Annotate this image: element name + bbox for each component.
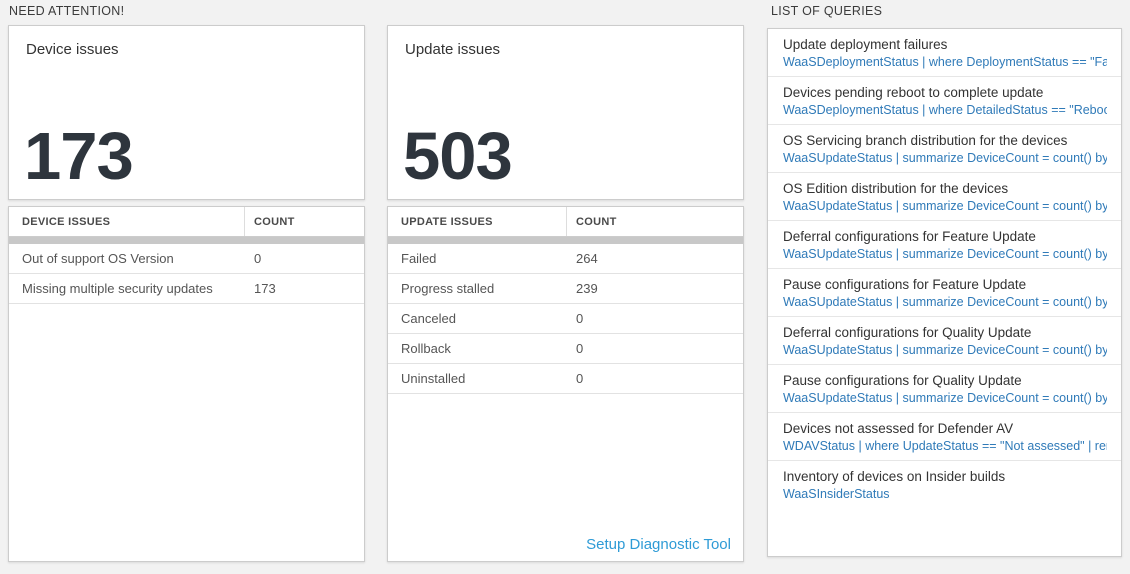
query-title: Deferral configurations for Feature Upda…: [783, 229, 1036, 244]
table-row[interactable]: Rollback 0: [388, 334, 743, 364]
list-of-queries-header: LIST OF QUERIES: [771, 4, 883, 18]
query-title: OS Edition distribution for the devices: [783, 181, 1009, 196]
query-title: Devices pending reboot to complete updat…: [783, 85, 1044, 100]
device-issues-column: Device issues 173 DEVICE ISSUES COUNT Ou…: [8, 25, 365, 562]
table-row[interactable]: Canceled 0: [388, 304, 743, 334]
query-code-link[interactable]: WaaSUpdateStatus | summarize DeviceCount…: [783, 391, 1107, 405]
device-issues-table-header: DEVICE ISSUES COUNT: [9, 207, 364, 237]
query-list-item[interactable]: Update deployment failures WaaSDeployment…: [768, 29, 1121, 77]
issue-label: Missing multiple security updates: [22, 281, 213, 296]
table-row[interactable]: Out of support OS Version 0: [9, 244, 364, 274]
query-list-item[interactable]: Devices not assessed for Defender AV WDAV…: [768, 413, 1121, 461]
query-list-item[interactable]: OS Edition distribution for the devices W…: [768, 173, 1121, 221]
query-code-link[interactable]: WaaSDeploymentStatus | where DeploymentS…: [783, 55, 1107, 69]
issue-label: Rollback: [401, 341, 451, 356]
table-row[interactable]: Missing multiple security updates 173: [9, 274, 364, 304]
issue-count: 0: [576, 341, 584, 356]
update-issues-count: 503: [403, 119, 513, 194]
issue-label: Canceled: [401, 311, 456, 326]
table-empty-space: [9, 304, 364, 561]
count-col-header[interactable]: COUNT: [244, 207, 364, 236]
issue-label: Out of support OS Version: [22, 251, 174, 266]
issue-label: Failed: [401, 251, 437, 266]
issue-label: Uninstalled: [401, 371, 466, 386]
table-row[interactable]: Failed 264: [388, 244, 743, 274]
update-issues-column: Update issues 503 UPDATE ISSUES COUNT Fa…: [387, 25, 744, 562]
issue-label: Progress stalled: [401, 281, 495, 296]
issue-count: 0: [576, 371, 584, 386]
update-issues-table-header: UPDATE ISSUES COUNT: [388, 207, 743, 237]
query-code-link[interactable]: WaaSUpdateStatus | summarize DeviceCount…: [783, 151, 1107, 165]
query-title: Deferral configurations for Quality Upda…: [783, 325, 1032, 340]
queries-column: Update deployment failures WaaSDeployment…: [767, 28, 1122, 557]
horizontal-scrollbar-track[interactable]: [9, 237, 364, 244]
device-issues-title: Device issues: [26, 41, 119, 58]
update-issues-col-header[interactable]: UPDATE ISSUES: [401, 215, 493, 228]
device-issues-table: DEVICE ISSUES COUNT Out of support OS Ve…: [8, 206, 365, 562]
query-title: Inventory of devices on Insider builds: [783, 469, 1006, 484]
device-issues-count: 173: [24, 119, 134, 194]
issue-count: 239: [576, 281, 598, 296]
issue-count: 264: [576, 251, 598, 266]
update-issues-tile[interactable]: Update issues 503: [387, 25, 744, 200]
query-code-link[interactable]: WaaSUpdateStatus | summarize DeviceCount…: [783, 247, 1107, 261]
device-issues-table-body: Out of support OS Version 0 Missing multip…: [9, 244, 364, 304]
query-list-item[interactable]: Deferral configurations for Feature Upda…: [768, 221, 1121, 269]
device-issues-col-header[interactable]: DEVICE ISSUES: [22, 215, 111, 228]
query-title: Pause configurations for Quality Update: [783, 373, 1022, 388]
table-row[interactable]: Progress stalled 239: [388, 274, 743, 304]
query-list-item[interactable]: Pause configurations for Quality Update W…: [768, 365, 1121, 413]
query-list-item[interactable]: OS Servicing branch distribution for the…: [768, 125, 1121, 173]
query-list-item[interactable]: Inventory of devices on Insider builds Wa…: [768, 461, 1121, 508]
horizontal-scrollbar-track[interactable]: [388, 237, 743, 244]
issue-count: 0: [254, 251, 262, 266]
query-code-link[interactable]: WaaSInsiderStatus: [783, 487, 890, 501]
query-code-link[interactable]: WaaSUpdateStatus | summarize DeviceCount…: [783, 343, 1107, 357]
issue-count: 173: [254, 281, 276, 296]
query-code-link[interactable]: WDAVStatus | where UpdateStatus == "Not …: [783, 439, 1107, 453]
query-code-link[interactable]: WaaSDeploymentStatus | where DetailedSta…: [783, 103, 1107, 117]
query-code-link[interactable]: WaaSUpdateStatus | summarize DeviceCount…: [783, 199, 1107, 213]
table-row[interactable]: Uninstalled 0: [388, 364, 743, 394]
query-list-item[interactable]: Deferral configurations for Quality Upda…: [768, 317, 1121, 365]
query-code-link[interactable]: WaaSUpdateStatus | summarize DeviceCount…: [783, 295, 1107, 309]
query-list-item[interactable]: Devices pending reboot to complete updat…: [768, 77, 1121, 125]
queries-panel: Update deployment failures WaaSDeployment…: [767, 28, 1122, 557]
device-issues-tile[interactable]: Device issues 173: [8, 25, 365, 200]
query-title: Update deployment failures: [783, 37, 948, 52]
count-col-header[interactable]: COUNT: [566, 207, 743, 236]
need-attention-header: NEED ATTENTION!: [9, 4, 125, 18]
update-issues-table-body: Failed 264 Progress stalled 239 Canceled 0 Rol…: [388, 244, 743, 394]
update-issues-title: Update issues: [405, 41, 501, 58]
issue-count: 0: [576, 311, 584, 326]
query-title: OS Servicing branch distribution for the…: [783, 133, 1068, 148]
setup-diagnostic-tool-link[interactable]: Setup Diagnostic Tool: [586, 536, 731, 553]
query-list-item[interactable]: Pause configurations for Feature Update W…: [768, 269, 1121, 317]
query-title: Devices not assessed for Defender AV: [783, 421, 1014, 436]
update-issues-table: UPDATE ISSUES COUNT Failed 264 Progress st…: [387, 206, 744, 562]
query-title: Pause configurations for Feature Update: [783, 277, 1027, 292]
